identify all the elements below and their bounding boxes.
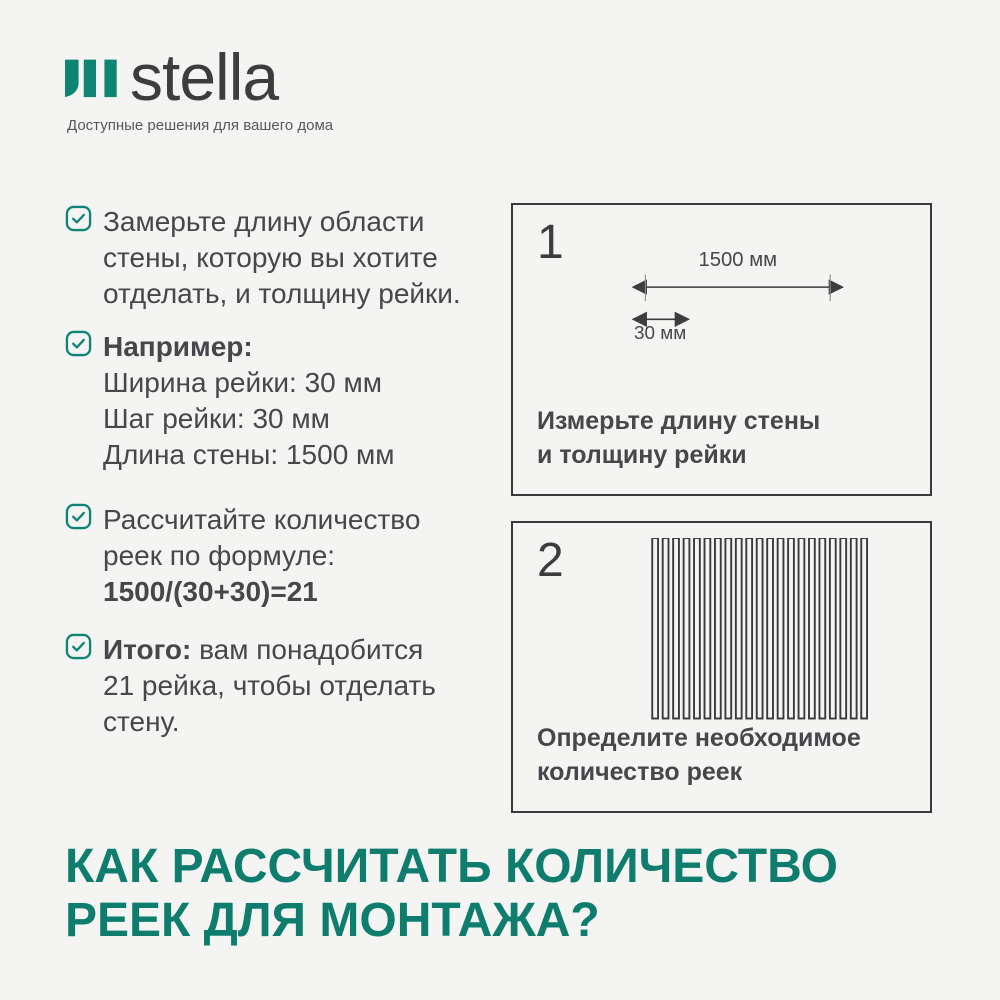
svg-text:1500 мм: 1500 мм — [698, 249, 777, 271]
svg-text:30 мм: 30 мм — [634, 323, 686, 344]
